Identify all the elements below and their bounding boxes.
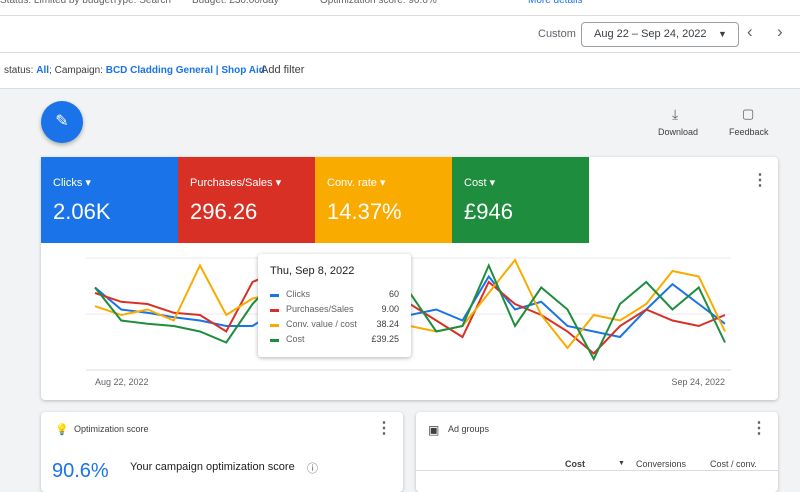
sort: ▼ [618, 460, 625, 467]
value: Shop Aid [221, 65, 265, 76]
label: status: [4, 65, 34, 76]
x-label: Sep 24, 2022 [671, 377, 725, 387]
tooltip: Thu, Sep 8, 2022 Clicks 60 Purchases/Sales… [258, 254, 411, 357]
metric-tile[interactable]: Purchases/Sales ▾ 296.26 [178, 157, 315, 243]
label: Campaign: [54, 65, 103, 76]
tooltip-name: Conv. value / cost [286, 319, 357, 329]
dropdown-arrow: ▼ [718, 29, 727, 39]
more-menu[interactable]: ⋮ [376, 420, 392, 437]
range-type: Custom [538, 28, 576, 40]
edit-button[interactable]: ✎ [41, 101, 83, 143]
date-picker[interactable]: Aug 22 – Sep 24, 2022 ▼ [581, 22, 739, 47]
metric-tile[interactable]: Clicks ▾ 2.06K [41, 157, 178, 243]
status-item: Budget: £30.00/day [192, 0, 279, 6]
bulb-icon: 💡 [55, 424, 69, 436]
feedback[interactable]: Feedback [729, 127, 769, 137]
status-item: Optimization score: 90.6% [320, 0, 437, 6]
date-range: Aug 22 – Sep 24, 2022 [594, 28, 707, 40]
value: BCD Cladding General [105, 65, 213, 76]
sep: | [215, 65, 219, 76]
status-item[interactable]: More details [528, 0, 583, 6]
score-text: Your campaign optimization score [130, 461, 295, 473]
tooltip-name: Purchases/Sales [286, 304, 354, 314]
feedback-icon[interactable]: ▢ [742, 106, 755, 121]
metric-value: 14.37% [327, 199, 402, 224]
ad-groups-card: ▣ Ad groups ⋮ Cost ▼ Conversions Cost / … [416, 412, 778, 492]
tooltip-value: 60 [388, 289, 399, 299]
metric-value: 2.06K [53, 199, 111, 224]
swatch [270, 339, 279, 342]
chart-card: Cost ▾ £946 Conv. rate ▾ 14.37% Purchases/Sa… [41, 157, 778, 400]
card-title: Ad groups [448, 424, 490, 434]
column[interactable]: Conversions [636, 459, 687, 469]
status-item: Status: Limited by budget [0, 0, 113, 6]
help-icon[interactable]: ⓘ [307, 463, 318, 475]
tooltip-value: 9.00 [381, 304, 399, 314]
card-title: Optimization score [74, 424, 149, 434]
metric-name[interactable]: Purchases/Sales ▾ [190, 177, 282, 189]
more-menu[interactable]: ⋮ [751, 420, 767, 437]
optimization-card: 💡 Optimization score ⋮ 90.6% Your campai… [41, 412, 403, 492]
tooltip-name: Cost [286, 334, 305, 344]
metric-value: £946 [464, 199, 513, 224]
top-strip: Status: Limited by budget Type: Search Bud… [0, 0, 800, 16]
metric-name[interactable]: Cost ▾ [464, 177, 496, 189]
toolbar: Custom Aug 22 – Sep 24, 2022 ▼ ‹ › [0, 16, 800, 53]
divider [416, 470, 778, 471]
adgroup-icon: ▣ [428, 423, 440, 437]
metric-name[interactable]: Clicks ▾ [53, 177, 91, 189]
tooltip-title: Thu, Sep 8, 2022 [270, 265, 355, 277]
tooltip-value: 38.24 [376, 319, 399, 329]
prev[interactable]: ‹ [747, 22, 753, 41]
swatch [270, 324, 279, 327]
download[interactable]: Download [658, 127, 699, 137]
download-icon[interactable]: ⤓ [672, 106, 679, 122]
tooltip-name: Clicks [286, 289, 310, 299]
filter-bar: status: All; Campaign: BCD Cladding Gene… [0, 53, 800, 89]
next[interactable]: › [777, 22, 783, 41]
value: All [36, 65, 50, 76]
swatch [270, 309, 279, 312]
metric-name[interactable]: Conv. rate ▾ [327, 177, 386, 189]
metric-value: 296.26 [190, 199, 258, 224]
metric-tile[interactable]: Cost ▾ £946 [452, 157, 589, 243]
column[interactable]: Cost / conv. [710, 459, 757, 469]
add-filter[interactable]: Add filter [261, 64, 305, 76]
tooltip-value: £39.25 [371, 334, 399, 344]
column[interactable]: Cost [565, 459, 585, 469]
status-item: Type: Search [112, 0, 171, 6]
metric-tile[interactable]: Conv. rate ▾ 14.37% [315, 157, 452, 243]
filters: status: All; Campaign: BCD Cladding Gene… [4, 65, 265, 76]
swatch [270, 294, 279, 297]
x-label: Aug 22, 2022 [95, 377, 149, 387]
score: 90.6% [52, 460, 109, 482]
